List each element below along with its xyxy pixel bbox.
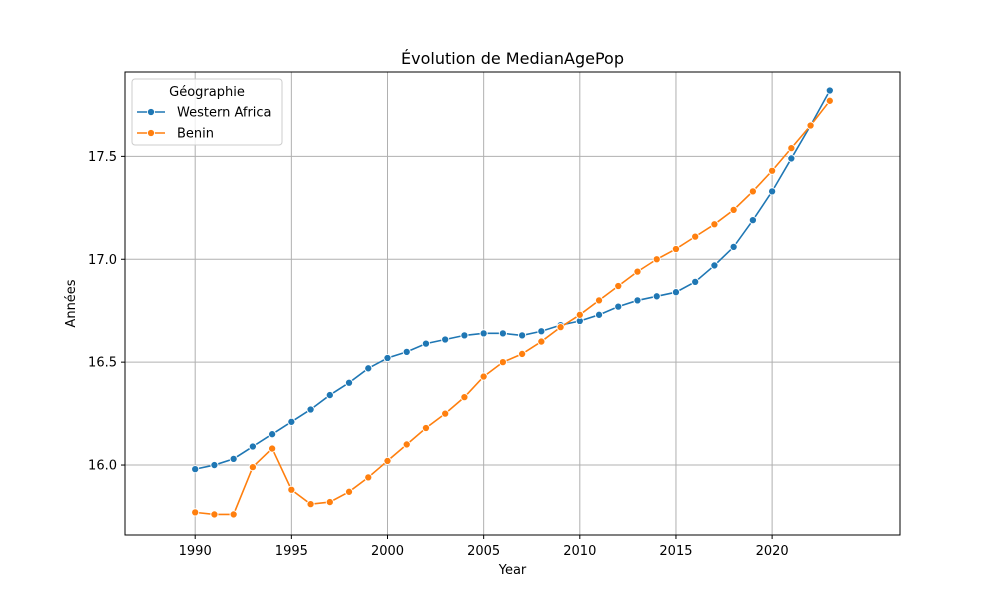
chart-title: Évolution de MedianAgePop <box>401 49 624 68</box>
data-point-western-africa <box>825 86 834 95</box>
data-point-western-africa <box>594 310 604 319</box>
data-point-benin <box>287 485 296 494</box>
data-point-western-africa <box>364 364 373 373</box>
data-point-benin <box>652 255 661 264</box>
y-tick-label: 16.5 <box>88 356 117 371</box>
data-point-benin <box>806 121 815 130</box>
series-layer <box>191 86 834 519</box>
data-point-benin <box>614 281 623 291</box>
data-point-benin <box>787 144 796 153</box>
data-point-western-africa <box>479 329 488 338</box>
data-point-benin <box>498 358 507 367</box>
data-point-benin <box>556 323 565 332</box>
data-point-western-africa <box>537 327 546 336</box>
data-point-benin <box>210 510 219 519</box>
x-tick-label: 2000 <box>371 544 404 559</box>
data-point-benin <box>191 508 200 517</box>
data-point-benin <box>479 372 488 381</box>
data-point-benin <box>633 267 642 276</box>
x-axis-label: Year <box>498 563 527 578</box>
data-point-benin <box>344 487 354 496</box>
data-point-western-africa <box>633 296 642 305</box>
data-point-western-africa <box>729 242 738 251</box>
data-point-western-africa <box>210 460 219 470</box>
data-point-western-africa <box>787 154 796 163</box>
legend-title: Géographie <box>169 85 245 100</box>
data-point-benin <box>691 232 700 241</box>
data-point-western-africa <box>518 331 527 340</box>
legend-item-benin: Benin <box>137 127 214 142</box>
data-point-western-africa <box>268 430 277 439</box>
data-point-benin <box>729 205 738 214</box>
legend-item-western-africa: Western Africa <box>137 106 272 121</box>
x-tick-label: 2020 <box>756 544 789 559</box>
data-point-western-africa <box>402 347 411 356</box>
data-point-benin <box>594 296 604 305</box>
x-tick-label: 1990 <box>179 544 212 559</box>
axis-ticks: 1990 1995 2000 2005 2010 2015 2020 16.0 16.5 17.0… <box>88 150 789 559</box>
data-point-benin <box>402 440 411 449</box>
data-point-western-africa <box>460 331 469 340</box>
legend-box <box>131 78 283 146</box>
data-point-western-africa <box>344 378 354 387</box>
legend-label: Benin <box>177 127 214 142</box>
data-point-benin <box>306 500 315 509</box>
data-point-western-africa <box>614 302 623 311</box>
data-point-western-africa <box>710 261 719 270</box>
data-point-western-africa <box>421 339 431 348</box>
series-line-benin <box>195 100 831 516</box>
data-point-benin <box>441 409 450 418</box>
legend: Géographie Western Africa Benin <box>131 78 283 146</box>
plot-frame <box>124 71 901 536</box>
x-tick-label: 1995 <box>275 544 308 559</box>
data-point-benin <box>710 220 719 229</box>
data-point-benin <box>748 187 757 196</box>
data-point-benin <box>537 337 546 346</box>
x-tick-label: 2015 <box>659 544 692 559</box>
data-point-western-africa <box>691 277 700 286</box>
legend-items: Western Africa Benin <box>137 106 272 142</box>
data-point-western-africa <box>498 329 507 338</box>
data-point-western-africa <box>306 405 315 414</box>
data-point-western-africa <box>325 391 334 400</box>
data-point-benin <box>768 166 777 175</box>
data-point-benin <box>268 444 277 453</box>
legend-marker <box>146 107 156 117</box>
x-tick-label: 2005 <box>467 544 500 559</box>
data-point-benin <box>383 456 392 465</box>
data-point-benin <box>575 310 584 319</box>
series-line-western-africa <box>195 90 831 470</box>
y-tick-label: 16.0 <box>88 459 117 474</box>
data-point-western-africa <box>441 335 450 344</box>
data-point-western-africa <box>671 288 681 297</box>
y-tick-label: 17.0 <box>88 253 117 268</box>
data-point-benin <box>421 423 431 433</box>
data-point-benin <box>671 244 681 254</box>
data-point-benin <box>825 96 834 105</box>
data-point-benin <box>518 349 527 358</box>
data-point-western-africa <box>248 442 257 451</box>
data-point-western-africa <box>287 417 296 426</box>
data-point-western-africa <box>383 353 392 363</box>
data-point-benin <box>248 463 257 472</box>
data-point-western-africa <box>229 454 238 463</box>
legend-label: Western Africa <box>177 106 272 121</box>
data-point-western-africa <box>652 292 661 301</box>
legend-marker <box>146 128 156 138</box>
data-point-western-africa <box>768 187 777 196</box>
data-point-western-africa <box>191 465 200 474</box>
data-point-western-africa <box>748 216 757 225</box>
data-point-benin <box>325 498 334 507</box>
x-tick-label: 2010 <box>563 544 596 559</box>
data-point-benin <box>460 393 469 402</box>
series-western-africa <box>191 86 834 474</box>
data-point-benin <box>364 473 373 482</box>
data-point-benin <box>229 510 238 519</box>
series-benin <box>191 96 834 519</box>
y-tick-label: 17.5 <box>88 150 117 165</box>
y-axis-label: Années <box>64 279 79 327</box>
